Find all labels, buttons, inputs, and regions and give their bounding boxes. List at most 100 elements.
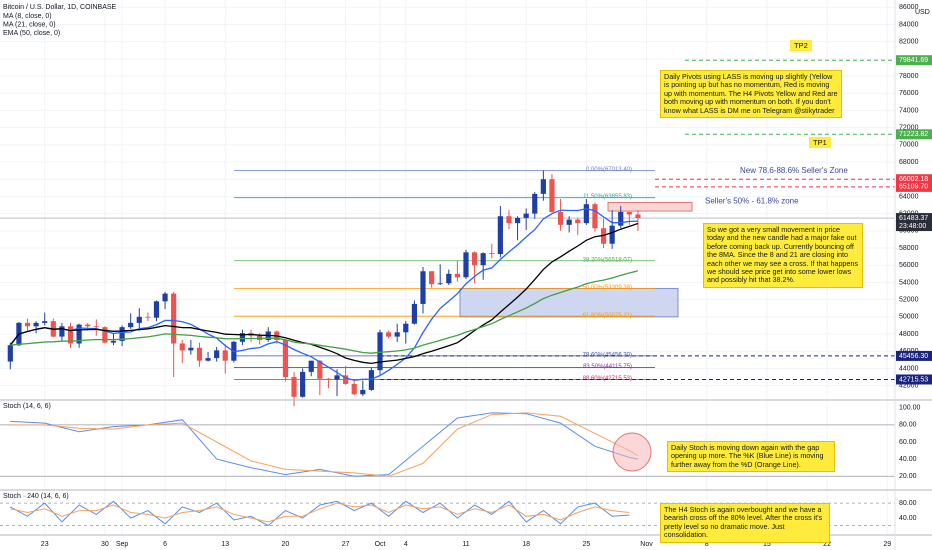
x-tick-label: Oct <box>375 541 386 548</box>
candle-body <box>136 316 142 323</box>
candle-body <box>463 252 469 278</box>
y-tick-label: 40.00 <box>899 515 917 522</box>
candle-body <box>179 343 185 351</box>
candle-body <box>360 389 366 395</box>
y-tick-label: 44000 <box>899 365 919 372</box>
candle-body <box>514 217 521 224</box>
fib-label: 38.20%(56518.07) <box>583 257 632 263</box>
stoch-line <box>10 502 630 523</box>
y-tick-label: 42000 <box>899 382 919 389</box>
fib-label: 50.00%(53309.38) <box>583 285 632 291</box>
candle-body <box>239 333 246 342</box>
y-tick-label: 72000 <box>899 124 919 131</box>
y-tick-label: 80.00 <box>899 500 917 507</box>
candle-body <box>110 340 117 343</box>
legend-title: Bitcoin / U.S. Dollar, 1D, COINBASE <box>3 4 117 11</box>
x-tick-label: 30 <box>101 541 109 548</box>
candle-body <box>102 327 108 343</box>
candle-body <box>196 347 203 361</box>
y-tick-label: 60.00 <box>899 439 917 446</box>
target-label: TP1 <box>809 137 831 148</box>
price-box <box>896 129 932 140</box>
price-box-label: 61483.37 <box>899 215 928 222</box>
x-tick-label: 4 <box>404 541 408 548</box>
candle-body <box>403 323 409 333</box>
x-tick-label: 27 <box>342 541 350 548</box>
annotation: The H4 Stoch is again overbought and we … <box>660 503 830 543</box>
candle-body <box>282 340 289 378</box>
candle-body <box>583 204 589 224</box>
annotation: Daily Pivots using LASS is moving up sli… <box>660 70 842 119</box>
candle-body <box>343 375 349 384</box>
x-tick-label: 22 <box>823 541 831 548</box>
candle-body <box>33 322 39 327</box>
price-box <box>896 174 932 185</box>
y-tick-label: 70000 <box>899 142 919 149</box>
y-tick-label: 20.00 <box>899 473 917 480</box>
price-box <box>896 374 932 385</box>
y-tick-label: 100.00 <box>899 405 921 412</box>
price-box-label: 71223.82 <box>899 131 928 138</box>
candle-body <box>618 211 624 226</box>
target-label: TP2 <box>790 40 812 51</box>
pane-title: Stoch (14, 6, 6) <box>3 403 51 410</box>
indicator-line <box>10 270 639 354</box>
countdown: 23:48:00 <box>899 223 926 230</box>
x-tick-label: 25 <box>582 541 590 548</box>
candle-body <box>153 301 160 318</box>
price-box <box>896 55 932 66</box>
candle-body <box>128 322 134 328</box>
candle-body <box>67 326 74 344</box>
candle-body <box>334 375 340 380</box>
x-tick-label: 29 <box>883 541 891 548</box>
legend-entry: MA (8, close, 0) <box>3 13 52 20</box>
y-tick-label: 52000 <box>899 296 919 303</box>
price-box <box>896 181 932 192</box>
candle-body <box>351 383 357 395</box>
candle-body <box>205 358 211 361</box>
stoch-line <box>10 412 639 477</box>
currency: USD <box>915 9 930 16</box>
x-tick-label: 13 <box>221 541 229 548</box>
candle-body <box>85 324 91 327</box>
candle-body <box>626 211 632 215</box>
candle-body <box>291 377 297 397</box>
y-tick-label: 84000 <box>899 21 919 28</box>
candle-body <box>7 345 13 362</box>
fib-label: 11.50%(63855.83) <box>583 194 632 200</box>
candle-body <box>93 326 99 328</box>
legend-entry: EMA (50, close, 0) <box>3 30 60 37</box>
candle-body <box>549 179 555 212</box>
candle-body <box>446 273 452 284</box>
candle-body <box>368 370 375 390</box>
price-box-label: 45456.30 <box>899 353 928 360</box>
candle-body <box>506 216 512 224</box>
candle-body <box>497 216 503 255</box>
y-tick-label: 64000 <box>899 193 919 200</box>
fib-label: 0.00%(67013.40) <box>586 167 632 173</box>
candle-body <box>42 321 48 323</box>
candle-body <box>171 293 177 344</box>
price-box-label: 66002.18 <box>899 176 928 183</box>
legend-entry: MA (21, close, 0) <box>3 21 56 28</box>
x-tick-label: 11 <box>462 541 469 548</box>
x-tick-label: 18 <box>522 541 530 548</box>
candle-body <box>635 214 641 219</box>
y-tick-label: 58000 <box>899 245 919 252</box>
x-tick-label: 6 <box>163 541 167 548</box>
candle-body <box>480 253 486 266</box>
indicator-line <box>9 222 639 365</box>
y-tick-label: 78000 <box>899 73 919 80</box>
candle-body <box>386 332 392 337</box>
candle-body <box>566 219 572 225</box>
candle-body <box>557 211 564 225</box>
candle-body <box>214 350 220 359</box>
candle-body <box>609 225 615 244</box>
candle-body <box>325 378 332 380</box>
fib-label: 61.80%(50075.21) <box>583 313 632 319</box>
price-box-label: 79841.69 <box>899 57 928 64</box>
candle-body <box>523 213 529 218</box>
candle-body <box>411 303 417 324</box>
candle-body <box>394 332 400 337</box>
